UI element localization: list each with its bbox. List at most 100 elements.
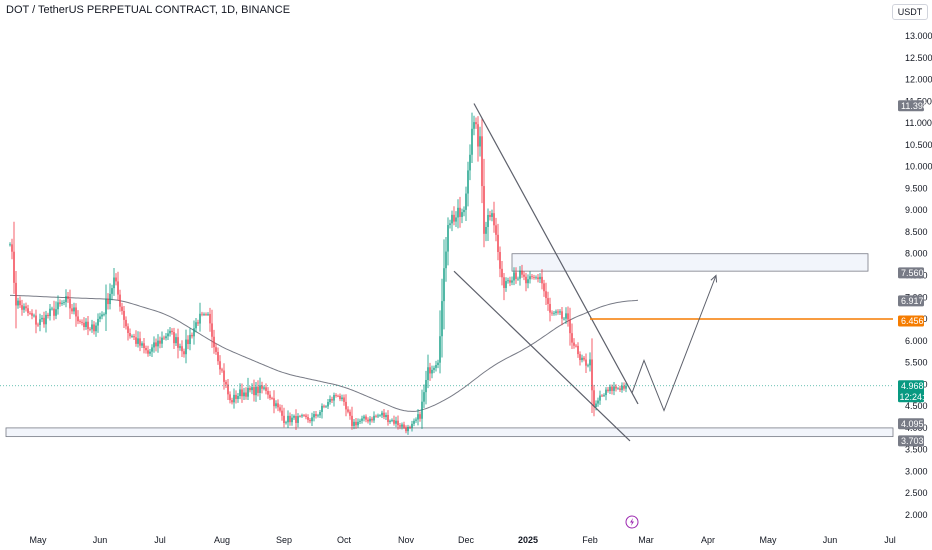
candle (601, 394, 603, 397)
candle (543, 279, 545, 297)
resistance-zone[interactable] (511, 253, 869, 272)
candle (49, 304, 51, 321)
x-tick-label: Nov (398, 535, 415, 545)
projection-path[interactable] (631, 275, 717, 412)
candle (303, 414, 305, 417)
candle (497, 223, 499, 261)
candle (507, 277, 509, 284)
x-tick-label: Jun (93, 535, 108, 545)
wedge-upper-trendline[interactable] (473, 103, 639, 405)
candle (357, 418, 359, 428)
candle (39, 313, 41, 332)
support-zone[interactable] (5, 427, 894, 438)
candle (495, 217, 497, 242)
candle (333, 392, 335, 407)
candle (533, 274, 535, 280)
candle (395, 416, 397, 428)
candle (599, 390, 601, 405)
candle (155, 338, 157, 352)
candle (205, 312, 207, 316)
candle (521, 264, 523, 278)
candle (369, 416, 371, 426)
y-tick-label: 2.500 (905, 488, 928, 498)
x-tick-label: 2025 (518, 535, 538, 545)
candle (367, 417, 369, 424)
candle (121, 302, 123, 315)
candle (65, 289, 67, 308)
candle (435, 360, 437, 372)
candle (431, 365, 433, 379)
candle (319, 409, 321, 418)
candle (523, 271, 525, 281)
candle (117, 271, 119, 301)
candle (101, 311, 103, 320)
candle (51, 306, 53, 311)
candle (413, 418, 415, 427)
candle (73, 302, 75, 315)
candle (275, 400, 277, 409)
candle (583, 355, 585, 362)
y-tick-label: 10.500 (905, 140, 932, 150)
candle (519, 266, 521, 286)
candle (193, 320, 195, 345)
y-tick-label: 8.500 (905, 227, 928, 237)
price-tag: 6.456 (898, 315, 924, 327)
candle (387, 410, 389, 426)
candle (255, 382, 257, 402)
currency-button[interactable]: USDT (892, 4, 928, 20)
candle (151, 344, 153, 358)
candle (409, 425, 411, 429)
candle (307, 414, 309, 423)
y-tick-label: 4.500 (905, 401, 928, 411)
candle (501, 260, 503, 286)
candle (71, 303, 73, 315)
candle (17, 297, 19, 309)
candle (625, 383, 627, 393)
candle (137, 331, 139, 348)
candle (451, 210, 453, 232)
x-tick-label: Oct (337, 535, 352, 545)
candle (321, 403, 323, 419)
candle (283, 407, 285, 428)
y-tick-label: 11.000 (905, 118, 932, 128)
candle (25, 302, 27, 312)
candle (617, 387, 619, 390)
wedge-lower-trendline[interactable] (453, 270, 631, 442)
candle (329, 395, 331, 405)
projection-arrowhead (710, 274, 718, 283)
candle (245, 387, 247, 400)
candle (371, 416, 373, 423)
candle (21, 299, 23, 316)
candle (171, 328, 173, 335)
candle (477, 116, 479, 162)
time-axis: May Jun Jul Aug Sep Oct Nov Dec 2025 Feb Mar Apr May… (29, 535, 895, 545)
candle (439, 310, 441, 374)
candle (397, 415, 399, 430)
candle (89, 327, 91, 332)
candle (79, 319, 81, 324)
price-tag: 11.398 (898, 100, 928, 112)
lightning-icon[interactable] (625, 515, 639, 529)
candle (447, 217, 449, 266)
candle (323, 404, 325, 409)
candle (385, 412, 387, 420)
candle (107, 293, 109, 310)
candle (115, 273, 117, 286)
candle (591, 338, 593, 414)
candle (419, 411, 421, 422)
candle (373, 411, 375, 423)
svg-text:7.560: 7.560 (901, 268, 924, 278)
candle (223, 363, 225, 390)
candle (271, 396, 273, 400)
candle (53, 300, 55, 321)
candle (19, 296, 21, 308)
candle (473, 115, 475, 136)
candle (557, 309, 559, 315)
candle (199, 302, 201, 332)
candle (613, 382, 615, 396)
candle (295, 409, 297, 431)
candle (299, 414, 301, 418)
candle (235, 390, 237, 404)
candle (475, 117, 477, 129)
